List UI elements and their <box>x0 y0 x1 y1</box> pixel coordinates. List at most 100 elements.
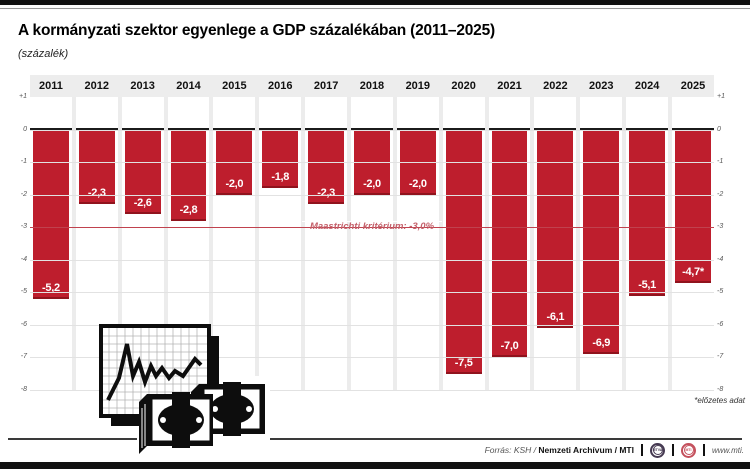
y-axis-right: +1 0 -1 -2 -3 -4 -5 -6 -7 -8 <box>717 93 743 393</box>
chart-column: -2,3 <box>75 97 118 390</box>
footer: Forrás: KSH / Nemzeti Archívum / MTI MTV… <box>485 441 744 459</box>
mtva-logo-icon: MTVA <box>650 442 665 458</box>
zero-baseline <box>30 127 72 130</box>
y-tick-label: +1 <box>19 93 27 100</box>
zero-baseline <box>167 127 210 130</box>
y-tick-label: -7 <box>20 353 27 361</box>
year-label: 2013 <box>130 80 155 92</box>
zero-baseline <box>75 127 118 130</box>
zero-baseline <box>534 127 577 130</box>
year-label: 2023 <box>589 80 614 92</box>
year-label: 2019 <box>405 80 431 92</box>
bar-value-label: -2,8 <box>179 203 198 216</box>
y-tick-label: -7 <box>717 353 724 361</box>
top-black-bar <box>0 0 750 5</box>
footer-separator <box>672 444 674 456</box>
bar-value-label: -6,1 <box>546 311 565 324</box>
y-tick-label: -4 <box>717 255 724 263</box>
bar-value-label: -2,3 <box>87 187 106 200</box>
deficit-bar: -7,0 <box>491 129 528 358</box>
y-tick-label: -8 <box>20 386 27 393</box>
chart-column: -2,0 <box>396 97 439 390</box>
bar-value-label: -2,3 <box>317 187 335 200</box>
mti-logo-text: MTI <box>683 445 694 455</box>
year-label: 2018 <box>359 80 385 92</box>
page-subtitle: (százalék) <box>18 48 69 60</box>
zero-baseline <box>626 127 669 130</box>
footer-divider <box>8 438 742 440</box>
reference-line: Maastrichti kritérium: -3,0% <box>30 221 714 232</box>
year-label: 2012 <box>84 80 110 92</box>
bar-value-label: -7,5 <box>454 356 473 369</box>
bar-value-label: -4,7* <box>682 265 704 278</box>
deficit-bar: -2,0 <box>216 129 253 195</box>
source-bold: Nemzeti Archívum / MTI <box>538 445 634 455</box>
year-label: 2011 <box>38 80 63 92</box>
page-title: A kormányzati szektor egyenlege a GDP sz… <box>18 22 495 39</box>
year-band: 2011 2012 2013 2014 2015 2016 2017 2018 2019 2020… <box>30 75 714 97</box>
zero-baseline <box>351 127 393 130</box>
chart-column: -1,8 <box>259 97 302 390</box>
y-tick-label: -4 <box>20 255 27 263</box>
preliminary-data-note: *előzetes adat <box>694 396 745 405</box>
deficit-bar: -2,3 <box>78 129 115 205</box>
year-label: 2021 <box>497 80 522 92</box>
source-prefix: Forrás: KSH / <box>484 445 537 455</box>
year-label: 2020 <box>451 80 476 92</box>
top-hairline <box>0 8 750 9</box>
deficit-bar: -5,2 <box>33 129 69 299</box>
deficit-bar: -2,6 <box>124 129 161 215</box>
zero-baseline <box>488 127 531 130</box>
y-tick-label: -5 <box>20 288 27 296</box>
y-tick-label: -2 <box>20 190 27 198</box>
chart-column: -6,9 <box>580 97 623 390</box>
footer-url: www.mti. <box>712 445 744 455</box>
zero-baseline <box>580 127 623 130</box>
zero-baseline <box>305 127 348 130</box>
chart-column: -2,0 <box>213 97 256 390</box>
deficit-bar: -7,5 <box>445 129 482 374</box>
bar-value-label: -2,6 <box>133 197 152 210</box>
deficit-bar: -6,1 <box>537 129 574 329</box>
bar-value-label: -2,0 <box>225 177 244 190</box>
chart-column: -7,5 <box>442 97 485 390</box>
chart-column: -6,1 <box>534 97 577 390</box>
mti-logo-icon: MTI <box>681 442 696 458</box>
bar-value-label: -2,0 <box>408 177 427 190</box>
bar-value-label: -2,0 <box>363 177 381 190</box>
chart-column: -2,3 <box>305 97 348 390</box>
year-label: 2015 <box>222 80 247 92</box>
deficit-bar: -6,9 <box>583 129 620 355</box>
zero-baseline <box>672 127 714 130</box>
deficit-bar: -2,3 <box>308 129 345 205</box>
zero-baseline <box>396 127 439 130</box>
year-label: 2014 <box>176 80 201 92</box>
footer-separator <box>703 444 705 456</box>
y-tick-label: 0 <box>23 125 27 133</box>
mtva-logo-text: MTVA <box>652 445 663 455</box>
year-label: 2016 <box>267 80 293 92</box>
reference-line-label: Maastrichti kritérium: -3,0% <box>301 221 443 232</box>
zero-baseline <box>442 127 485 130</box>
deficit-bar: -4,7* <box>675 129 711 283</box>
bar-value-label: -7,0 <box>500 340 519 353</box>
year-label: 2024 <box>634 80 660 92</box>
chart-column: -5,2 <box>30 97 72 390</box>
year-label: 2025 <box>680 80 706 92</box>
deficit-bar: -2,0 <box>399 129 436 195</box>
deficit-bar: -1,8 <box>262 129 299 189</box>
y-tick-label: 0 <box>717 125 721 133</box>
source-credit: Forrás: KSH / Nemzeti Archívum / MTI <box>485 445 634 455</box>
y-tick-label: -5 <box>717 288 724 296</box>
zero-baseline <box>121 127 164 130</box>
chart-and-money-illustration-icon <box>99 324 270 460</box>
chart-column: -7,0 <box>488 97 531 390</box>
footer-separator <box>641 444 643 456</box>
bar-value-label: -1,8 <box>271 171 290 184</box>
y-tick-label: -3 <box>20 223 27 231</box>
year-label: 2017 <box>313 80 339 92</box>
y-tick-label: -3 <box>717 223 724 231</box>
deficit-bar: -5,1 <box>629 129 666 296</box>
chart-column: -4,7* <box>672 97 714 390</box>
